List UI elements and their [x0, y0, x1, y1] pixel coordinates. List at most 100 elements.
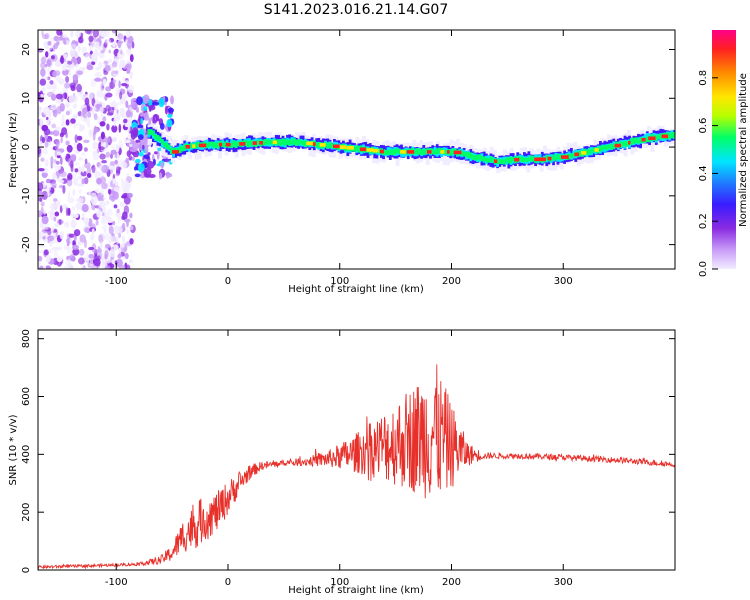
noise-blob	[47, 117, 53, 121]
ridge-mid	[554, 152, 558, 161]
y-tick-label: 0	[21, 144, 32, 150]
noise-blob	[125, 63, 131, 69]
ridge-core	[540, 157, 546, 162]
noise-blob	[107, 59, 113, 63]
snr-series-line	[38, 364, 675, 570]
ridge-core	[661, 134, 668, 139]
noise-blob	[83, 147, 88, 152]
transition-blob	[164, 101, 167, 106]
noise-blob	[40, 157, 45, 162]
noise-blob	[81, 212, 85, 219]
noise-blob	[125, 264, 131, 269]
ridge-inner	[500, 159, 504, 165]
ridge-inner	[556, 153, 560, 160]
ridge-inner	[152, 130, 155, 137]
ridge-inner	[433, 150, 437, 155]
noise-blob	[87, 111, 92, 118]
transition-blob	[148, 104, 156, 111]
noise-blob	[66, 179, 73, 187]
x-tick-label: 0	[225, 577, 231, 588]
ridge-inner	[248, 141, 251, 148]
noise-blob	[82, 264, 86, 269]
ridge-core	[594, 148, 599, 152]
noise-blob	[112, 73, 120, 77]
noise-blob	[86, 167, 92, 175]
noise-blob	[109, 102, 115, 107]
ridge-inner	[601, 145, 604, 151]
noise-blob	[77, 242, 84, 246]
noise-blob	[100, 30, 108, 38]
noise-blob	[116, 208, 120, 214]
noise-blob	[40, 206, 44, 216]
ridge-inner	[529, 155, 533, 162]
ridge-inner	[181, 146, 184, 152]
noise-blob	[99, 176, 107, 184]
ridge-inner	[163, 142, 166, 147]
transition-blob	[134, 173, 141, 178]
noise-blob	[75, 183, 83, 187]
ridge-inner	[234, 141, 238, 148]
ridge-inner	[482, 156, 486, 161]
noise-blob	[39, 78, 47, 86]
noise-blob	[125, 109, 132, 118]
noise-blob	[40, 93, 44, 98]
noise-blob	[101, 102, 106, 108]
noise-blob	[46, 58, 53, 68]
noise-blob	[115, 166, 121, 174]
spectrogram-xlabel: Height of straight line (km)	[288, 284, 424, 295]
colorbar-gradient	[712, 30, 736, 269]
noise-blob	[38, 182, 44, 191]
noise-blob	[128, 225, 134, 231]
colorbar: 0.0 0.2 0.4 0.6 0.8 Normalized spectral ampl…	[698, 30, 749, 277]
noise-blob	[39, 197, 43, 202]
ridge-inner	[668, 133, 672, 140]
noise-blob	[116, 236, 120, 245]
ridge-inner	[637, 139, 640, 144]
noise-blob	[64, 82, 71, 89]
noise-blob	[44, 265, 52, 269]
noise-blob	[79, 234, 86, 243]
noise-blob	[38, 191, 43, 198]
chart-title: S141.2023.016.21.14.G07	[264, 2, 449, 18]
noise-blob	[99, 146, 105, 150]
noise-blob	[52, 71, 57, 78]
noise-blob	[51, 226, 55, 232]
noise-blob	[84, 158, 88, 164]
noise-blob	[67, 191, 71, 199]
noise-blob	[104, 243, 111, 249]
ridge-core	[319, 143, 326, 147]
noise-blob	[44, 141, 49, 148]
ridge-inner	[326, 144, 330, 149]
noise-blob	[38, 124, 42, 130]
ridge-core	[346, 146, 354, 150]
noise-blob	[91, 228, 95, 236]
noise-blob	[68, 94, 74, 104]
ridge-core	[359, 147, 366, 152]
noise-blob	[112, 41, 116, 48]
spectrogram-x-ticks: -100 0 100 200 300	[105, 30, 573, 287]
noise-blob	[61, 114, 65, 123]
noise-blob	[88, 253, 95, 259]
ridge-core	[426, 150, 432, 154]
noise-blob	[99, 106, 104, 114]
ridge-inner	[585, 150, 589, 155]
snr-frame	[37, 329, 676, 571]
ridge-inner	[268, 140, 271, 145]
transition-blob	[160, 161, 164, 169]
noise-blob	[45, 159, 49, 167]
noise-blob	[81, 204, 89, 213]
noise-blob	[95, 219, 99, 226]
ridge-inner	[216, 142, 220, 148]
noise-blob	[128, 259, 133, 264]
ridge-inner	[632, 137, 636, 144]
noise-blob	[55, 202, 58, 208]
noise-blob	[39, 118, 44, 126]
noise-blob	[105, 86, 112, 92]
noise-blob	[85, 117, 91, 126]
ridge-core	[628, 140, 631, 145]
ridge-core	[494, 159, 498, 163]
noise-blob	[106, 218, 114, 223]
ridge-core	[239, 142, 246, 146]
noise-blob	[78, 257, 85, 265]
transition-blob	[135, 106, 139, 113]
